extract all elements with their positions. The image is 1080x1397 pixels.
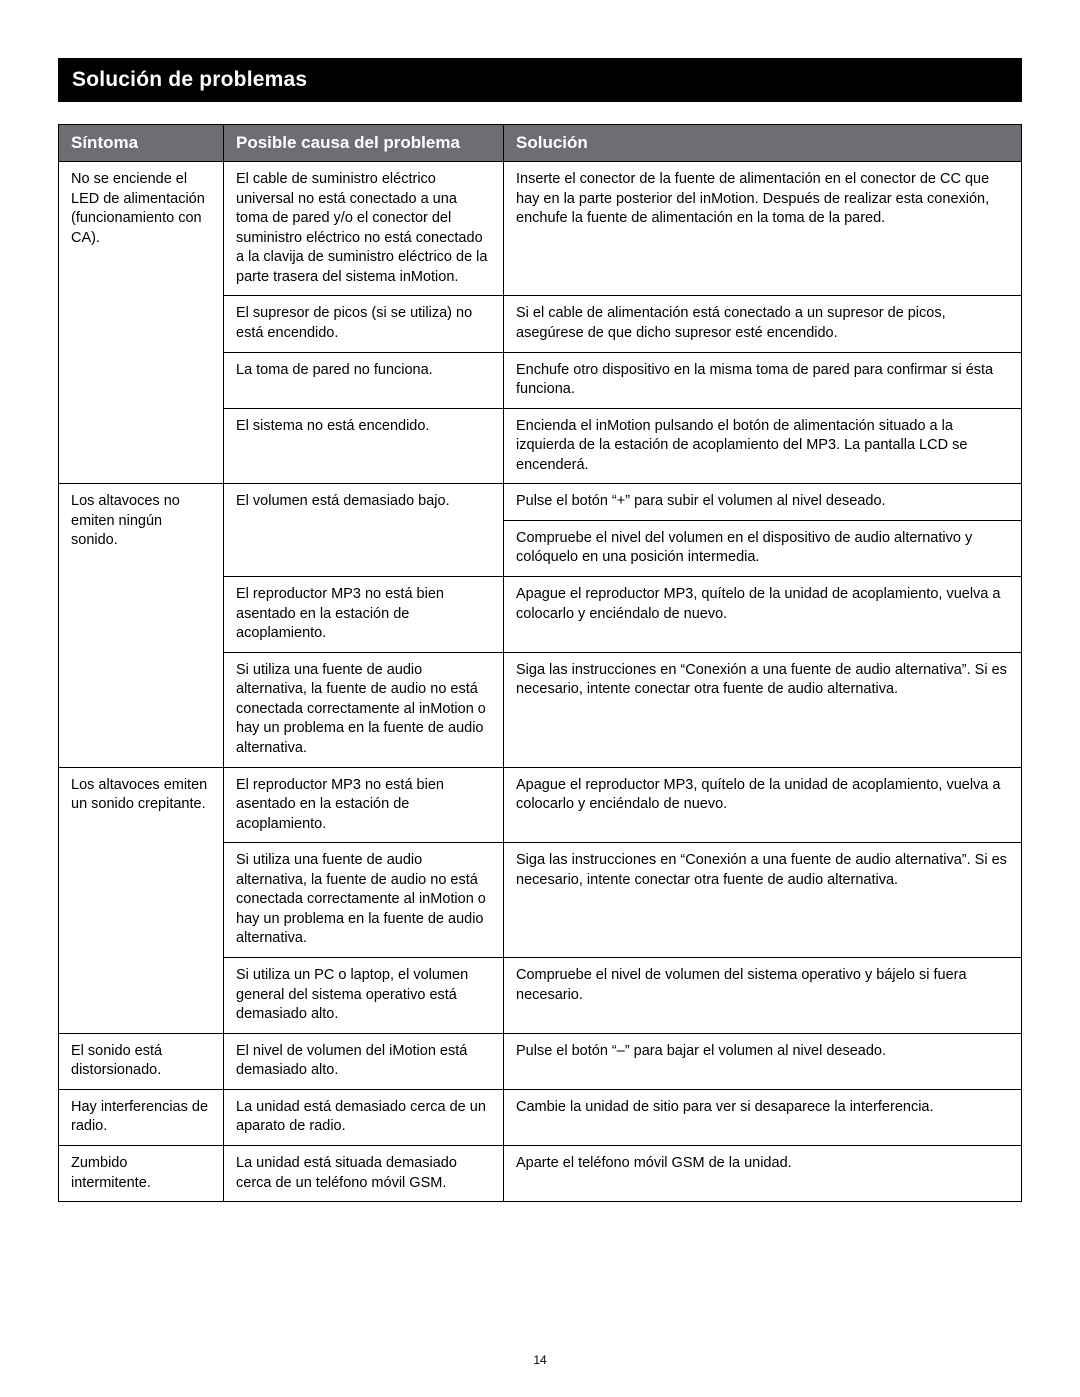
col-header-symptom: Síntoma <box>59 125 224 162</box>
table-row: No se enciende el LED de alimentación (f… <box>59 162 1022 296</box>
cell-solution: Cambie la unidad de sitio para ver si de… <box>504 1089 1022 1145</box>
cell-solution: Compruebe el nivel de volumen del sistem… <box>504 958 1022 1034</box>
cell-symptom: No se enciende el LED de alimentación (f… <box>59 162 224 484</box>
cell-symptom: Los altavoces emiten un sonido crepitant… <box>59 767 224 1033</box>
cell-symptom: El sonido está distorsionado. <box>59 1033 224 1089</box>
col-header-cause: Posible causa del problema <box>224 125 504 162</box>
col-header-solution: Solución <box>504 125 1022 162</box>
troubleshooting-table: Síntoma Posible causa del problema Soluc… <box>58 124 1022 1202</box>
cell-symptom: Los altavoces no emiten ningún sonido. <box>59 484 224 767</box>
table-row: Los altavoces no emiten ningún sonido. E… <box>59 484 1022 521</box>
cell-solution: Pulse el botón “+” para subir el volumen… <box>504 484 1022 521</box>
table-row: Zumbido intermitente. La unidad está sit… <box>59 1145 1022 1201</box>
cell-solution: Encienda el inMotion pulsando el botón d… <box>504 408 1022 484</box>
cell-solution: Compruebe el nivel del volumen en el dis… <box>504 520 1022 576</box>
section-title: Solución de problemas <box>58 58 1022 102</box>
cell-cause: La unidad está demasiado cerca de un apa… <box>224 1089 504 1145</box>
cell-solution: Siga las instrucciones en “Conexión a un… <box>504 652 1022 767</box>
cell-solution: Enchufe otro dispositivo en la misma tom… <box>504 352 1022 408</box>
table-header-row: Síntoma Posible causa del problema Soluc… <box>59 125 1022 162</box>
cell-solution: Pulse el botón “–” para bajar el volumen… <box>504 1033 1022 1089</box>
table-row: El sonido está distorsionado. El nivel d… <box>59 1033 1022 1089</box>
title-table-spacer <box>58 102 1022 124</box>
cell-cause: El cable de suministro eléctrico univers… <box>224 162 504 296</box>
cell-symptom: Zumbido intermitente. <box>59 1145 224 1201</box>
cell-cause: Si utiliza un PC o laptop, el volumen ge… <box>224 958 504 1034</box>
cell-solution: Aparte el teléfono móvil GSM de la unida… <box>504 1145 1022 1201</box>
cell-cause: Si utiliza una fuente de audio alternati… <box>224 843 504 958</box>
cell-solution: Si el cable de alimentación está conecta… <box>504 296 1022 352</box>
cell-cause: El sistema no está encendido. <box>224 408 504 484</box>
table-row: Hay interferencias de radio. La unidad e… <box>59 1089 1022 1145</box>
page: Solución de problemas Síntoma Posible ca… <box>0 0 1080 1397</box>
cell-symptom: Hay interferencias de radio. <box>59 1089 224 1145</box>
table-row: Los altavoces emiten un sonido crepitant… <box>59 767 1022 843</box>
cell-cause: Si utiliza una fuente de audio alternati… <box>224 652 504 767</box>
cell-solution: Apague el reproductor MP3, quítelo de la… <box>504 577 1022 653</box>
cell-cause: El nivel de volumen del iMotion está dem… <box>224 1033 504 1089</box>
cell-cause: El supresor de picos (si se utiliza) no … <box>224 296 504 352</box>
cell-cause: La toma de pared no funciona. <box>224 352 504 408</box>
cell-solution: Apague el reproductor MP3, quítelo de la… <box>504 767 1022 843</box>
cell-cause: El reproductor MP3 no está bien asentado… <box>224 767 504 843</box>
cell-cause: El volumen está demasiado bajo. <box>224 484 504 577</box>
cell-solution: Siga las instrucciones en “Conexión a un… <box>504 843 1022 958</box>
cell-solution: Inserte el conector de la fuente de alim… <box>504 162 1022 296</box>
cell-cause: La unidad está situada demasiado cerca d… <box>224 1145 504 1201</box>
cell-cause: El reproductor MP3 no está bien asentado… <box>224 577 504 653</box>
page-number: 14 <box>0 1353 1080 1367</box>
